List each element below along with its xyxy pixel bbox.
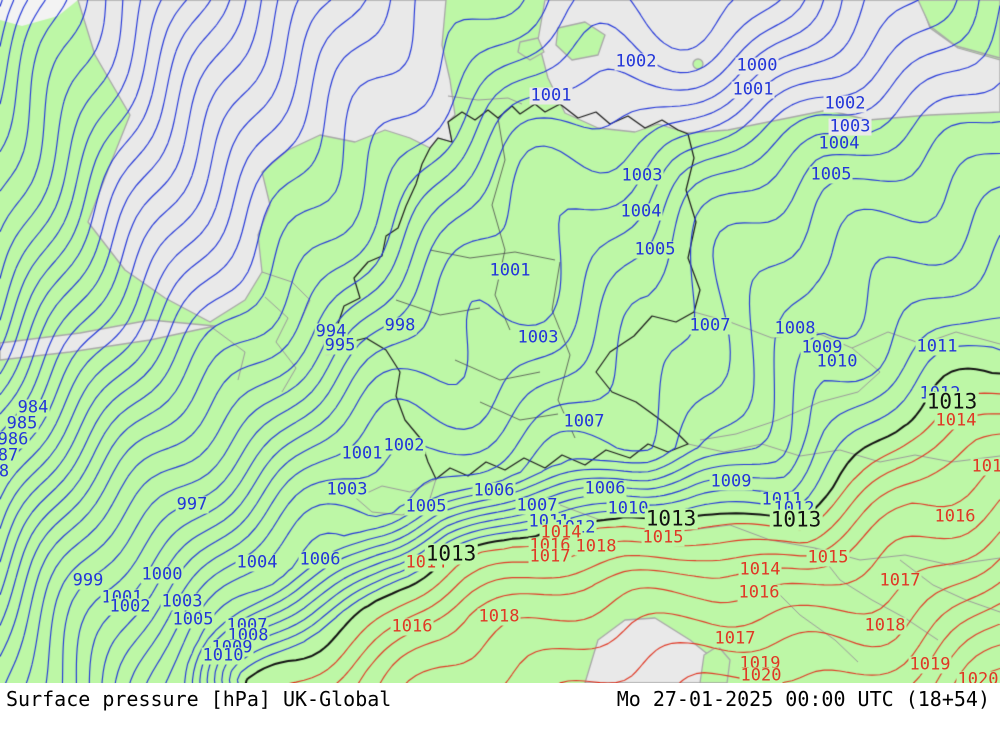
isobar-label: 1018 — [574, 536, 618, 557]
isobar-label: 1018 — [863, 615, 907, 636]
isobar-label: 8 — [0, 463, 11, 481]
isobar-label: 1003 — [325, 479, 369, 500]
isobar-label: 1005 — [171, 609, 215, 630]
isobar-label: 1016 — [390, 616, 434, 637]
isobar-label: 1006 — [472, 480, 516, 501]
isobar-label: 1002 — [108, 596, 152, 617]
isobar-label: 1002 — [382, 435, 426, 456]
isobar-label: 1001 — [731, 79, 775, 100]
isobar-label: 1001 — [488, 260, 532, 281]
isobar-label: 994 — [314, 321, 348, 342]
isobar-label: 999 — [71, 570, 105, 591]
isobar-label: 1011 — [915, 336, 959, 357]
isobar-label: 1003 — [516, 327, 560, 348]
isobar-label: 1004 — [619, 201, 663, 222]
isobar-label: 1020 — [739, 665, 783, 683]
isobar-label: 87 — [0, 447, 20, 465]
isobar-label: 1014 — [539, 522, 583, 543]
surface-pressure-map: 984 985 986 87 8 997 999 1000 1001 1002 1003 1005 10… — [0, 0, 1000, 683]
isobar-label: 1013 — [769, 507, 823, 532]
isobar-label: 1005 — [633, 239, 677, 260]
isobar-label: 984 — [16, 397, 50, 418]
isobar-label: 1005 — [404, 496, 448, 517]
isobar-label: 985 — [5, 413, 39, 434]
isobar-label: 1014 — [934, 410, 978, 431]
isobar-label: 1015 — [806, 547, 850, 568]
isobar-label: 1003 — [828, 116, 872, 137]
isobar-label: 1007 — [688, 315, 732, 336]
isobar-label: 1004 — [235, 552, 279, 573]
isobar-label: 1013 — [424, 541, 478, 566]
isobar-label: 998 — [383, 315, 417, 336]
isobar-label: 995 — [323, 335, 357, 356]
isobar-label: 1017 — [713, 628, 757, 649]
isobar-label: 1000 — [140, 564, 184, 585]
isobar-label: 1006 — [298, 549, 342, 570]
isobar-label: 1016 — [737, 582, 781, 603]
isobar-label: 1009 — [709, 471, 753, 492]
isobar-label: 1010 — [606, 498, 650, 519]
isobar-label: 1013 — [925, 389, 979, 414]
isobar-label: 1003 — [160, 591, 204, 612]
isobar-label: 1007 — [562, 411, 606, 432]
isobar-label: 1007 — [515, 495, 559, 516]
isobar-label: 1017 — [528, 546, 572, 567]
isobar-label: 1010 — [815, 351, 859, 372]
isobar-label: 1001 — [529, 85, 573, 106]
isobar-label: 1002 — [823, 93, 867, 114]
map-title: Surface pressure [hPa] UK-Global — [6, 687, 392, 711]
isobar-label: 1015 — [641, 527, 685, 548]
isobar-label: 1016 — [933, 506, 977, 527]
isobar-label: 1009 — [800, 337, 844, 358]
isobar-label: 1005 — [809, 164, 853, 185]
isobar-label: 1004 — [817, 133, 861, 154]
isobar-label: 1019 — [908, 654, 952, 675]
isobar-label: 1013 — [644, 506, 698, 531]
isobar-label: 1017 — [878, 570, 922, 591]
isobar-label: 1014 — [738, 559, 782, 580]
isobar-labels-layer: 984 985 986 87 8 997 999 1000 1001 1002 1003 1005 10… — [0, 51, 1000, 683]
isobar-label: 1015 — [970, 458, 1000, 476]
isobar-label: 986 — [0, 431, 30, 449]
isobar-label: 1006 — [583, 478, 627, 499]
isobar-label: 1002 — [614, 51, 658, 72]
isobar-label: 1001 — [340, 443, 384, 464]
caption-bar: Surface pressure [hPa] UK-Global Mo 27-0… — [0, 683, 1000, 733]
isobar-label: 997 — [175, 494, 209, 515]
map-datetime: Mo 27-01-2025 00:00 UTC (18+54) — [616, 687, 990, 711]
isobar-label: 1020 — [956, 671, 1000, 683]
isobar-label: 1008 — [773, 318, 817, 339]
isobar-label: 1018 — [477, 606, 521, 627]
isobar-label: 1010 — [201, 645, 245, 666]
isobar-label: 1000 — [735, 55, 779, 76]
isobar-label: 1003 — [620, 165, 664, 186]
